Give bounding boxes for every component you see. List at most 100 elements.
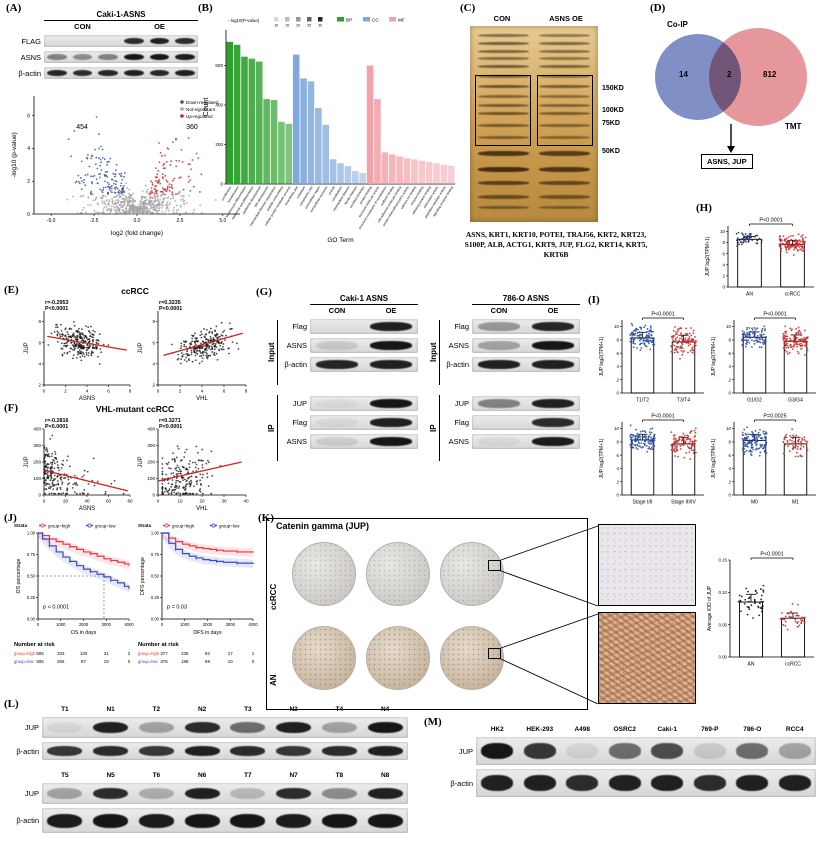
side-label: IP bbox=[267, 424, 276, 432]
svg-text:0.15: 0.15 bbox=[718, 558, 727, 563]
lane-label: N1 bbox=[106, 706, 115, 713]
blot-band bbox=[93, 787, 128, 800]
gel-band bbox=[477, 194, 529, 199]
svg-text:DFS in days: DFS in days bbox=[193, 630, 222, 636]
svg-text:P<0.0001: P<0.0001 bbox=[651, 312, 674, 318]
panel-l-blot-block2: T5 N5 T6 N6 T7 N7 T8 N8 JUP β-actin bbox=[8, 772, 408, 844]
blot-row: ASNS bbox=[280, 338, 418, 353]
svg-text:P<0.0001: P<0.0001 bbox=[759, 218, 782, 224]
svg-text:31: 31 bbox=[104, 651, 109, 656]
blot-row-label: ASNS bbox=[448, 341, 469, 350]
svg-text:2: 2 bbox=[617, 377, 620, 382]
svg-text:ccRCC: ccRCC bbox=[785, 662, 801, 668]
blot-band bbox=[608, 743, 641, 759]
panel-d-label: (D) bbox=[650, 2, 666, 14]
svg-text:p = 0.03: p = 0.03 bbox=[167, 605, 187, 611]
lane-label: T5 bbox=[61, 772, 69, 779]
svg-text:AN: AN bbox=[748, 662, 755, 668]
panel-i-mstage-chart: 0 2 4 6 8 10 M0 M1 P=0.0025 JUP log2(TPM+1) bbox=[708, 408, 818, 508]
blot-row: JUP bbox=[442, 396, 580, 411]
blot-band bbox=[316, 418, 358, 427]
svg-text:0.25: 0.25 bbox=[151, 595, 160, 600]
svg-text:8: 8 bbox=[729, 440, 732, 445]
gel-band bbox=[539, 112, 591, 116]
svg-text:376: 376 bbox=[160, 659, 168, 664]
blot-band bbox=[532, 418, 574, 427]
svg-text:GO Term: GO Term bbox=[327, 237, 353, 244]
panel-l-blot-block1: T1 N1 T2 N2 T3 N3 T4 N4 JUP β-actin bbox=[8, 706, 408, 768]
panel-m-cell-line-blot: HK2 HEK-293 A498 OSRC2 Caki-1 769-P 786-O RCC4 J… bbox=[436, 726, 816, 818]
svg-text:0: 0 bbox=[723, 285, 726, 290]
gel-band bbox=[477, 94, 529, 98]
blot-strip bbox=[310, 415, 418, 430]
panel-g-786o-ip-blot: JUP Flag ASNS IP bbox=[428, 392, 580, 464]
blot-band bbox=[736, 775, 769, 791]
lane-label: RCC4 bbox=[785, 726, 804, 733]
lane-label: T3 bbox=[244, 706, 252, 713]
gel-marker-label: 100KD bbox=[602, 107, 624, 115]
ihc-magnified-ccrcc bbox=[598, 524, 696, 606]
lane-label: N4 bbox=[380, 706, 390, 713]
svg-text:2: 2 bbox=[128, 651, 131, 656]
svg-text:4000: 4000 bbox=[124, 622, 134, 627]
blot-band bbox=[370, 418, 412, 427]
blot-row: JUP bbox=[8, 717, 408, 738]
svg-text:0.00: 0.00 bbox=[151, 617, 160, 622]
panel-h-label: (H) bbox=[696, 202, 712, 214]
gel-band bbox=[477, 75, 529, 78]
svg-text:-5.0: -5.0 bbox=[47, 218, 56, 224]
svg-text:Strata: Strata bbox=[14, 523, 27, 528]
side-label: IP bbox=[429, 424, 438, 432]
blot-title: Caki-1-ASNS bbox=[44, 10, 198, 21]
svg-text:ccRCC: ccRCC bbox=[785, 292, 801, 298]
blot-strip bbox=[44, 67, 198, 79]
blot-band bbox=[124, 69, 144, 77]
blot-row: Flag bbox=[280, 319, 418, 334]
svg-text:ASNS: ASNS bbox=[79, 506, 95, 512]
go-bar-svg: 0200400600cornificationkeratinizationker… bbox=[203, 17, 455, 244]
svg-text:G1/G2: G1/G2 bbox=[747, 398, 762, 404]
panel-e-title: ccRCC bbox=[121, 286, 149, 296]
svg-text:Strata: Strata bbox=[138, 523, 151, 528]
svg-text:group=high: group=high bbox=[14, 651, 36, 656]
blot-band bbox=[367, 721, 403, 734]
blot-band bbox=[184, 787, 220, 800]
panel-k-title: Catenin gamma (JUP) bbox=[276, 521, 370, 531]
svg-text:100: 100 bbox=[33, 476, 41, 481]
svg-text:0.50: 0.50 bbox=[27, 574, 36, 579]
blot-row-label: ASNS bbox=[286, 341, 307, 350]
svg-text:40: 40 bbox=[243, 499, 249, 504]
blot-band bbox=[608, 775, 641, 791]
svg-text:P<0.0001: P<0.0001 bbox=[159, 424, 182, 430]
svg-text:0: 0 bbox=[617, 391, 620, 396]
blot-strip bbox=[310, 434, 418, 449]
blot-band bbox=[367, 813, 403, 828]
svg-text:group=low: group=low bbox=[14, 659, 34, 664]
blot-band bbox=[276, 787, 311, 800]
lane-label: HK2 bbox=[490, 726, 504, 733]
panel-e-scatter-asns: 0 2 4 6 8 2 4 6 8 r=-0.2953 P<0.0001 ASNS JUP bbox=[22, 298, 134, 402]
blot-strip bbox=[476, 769, 816, 797]
blot-band bbox=[316, 399, 358, 408]
svg-text:4000: 4000 bbox=[248, 622, 258, 627]
svg-text:6: 6 bbox=[723, 251, 726, 256]
svg-text:8: 8 bbox=[617, 338, 620, 343]
svg-text:400: 400 bbox=[33, 427, 41, 432]
gel-lane-label: CON bbox=[493, 14, 511, 23]
blot-strip bbox=[472, 319, 580, 334]
blot-row: ASNS bbox=[280, 434, 418, 449]
svg-text:10: 10 bbox=[177, 499, 183, 504]
blot-strip bbox=[310, 338, 418, 353]
svg-text:T3/T4: T3/T4 bbox=[677, 398, 690, 404]
side-bracket bbox=[439, 395, 441, 461]
svg-text:0: 0 bbox=[43, 389, 46, 394]
gel-lane-headers: CON ASNS OE bbox=[470, 14, 598, 23]
svg-text:0: 0 bbox=[220, 182, 223, 187]
panel-l-label: (L) bbox=[4, 698, 19, 710]
svg-text:87: 87 bbox=[81, 659, 86, 664]
gel-band bbox=[477, 65, 529, 69]
blot-row: β-actin bbox=[8, 67, 198, 79]
blot-row: Flag bbox=[442, 415, 580, 430]
blot-strip bbox=[472, 434, 580, 449]
gel-band bbox=[477, 84, 529, 88]
